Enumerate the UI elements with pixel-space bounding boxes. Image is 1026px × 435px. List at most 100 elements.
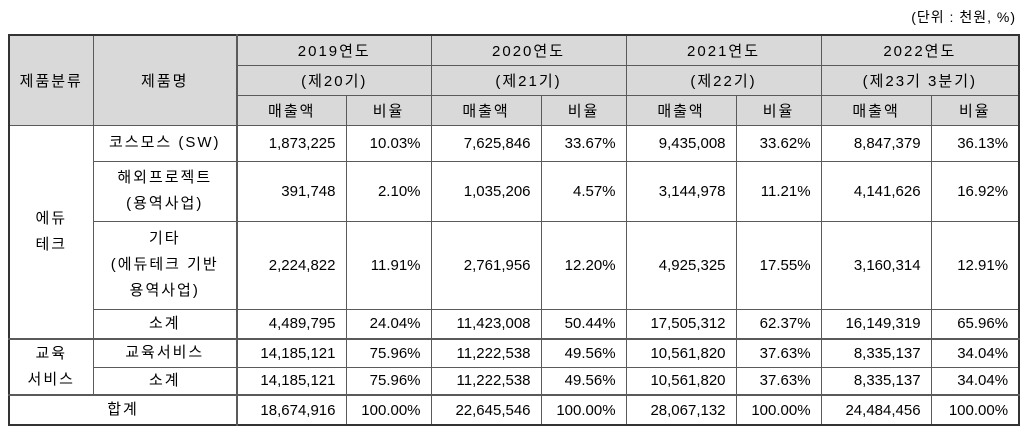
sales-value-cell: 28,067,132 xyxy=(625,394,737,426)
sales-value-cell: 14,185,121 xyxy=(236,366,347,396)
sales-value-cell: 11,423,008 xyxy=(430,308,542,340)
ratio-value-cell: 50.44% xyxy=(540,308,627,340)
header-year-2019: 2019연도 xyxy=(235,34,432,66)
ratio-value-cell: 100.00% xyxy=(930,394,1020,426)
sales-value-cell: 16,149,319 xyxy=(820,308,932,340)
table-row-cosmos: 에듀 테크 코스모스 (SW) 1,873,225 10.03% 7,625,8… xyxy=(8,124,1020,340)
ratio-value-cell: 75.96% xyxy=(345,338,432,368)
product-name-cell: 코스모스 (SW) xyxy=(92,124,238,162)
ratio-value-cell: 36.13% xyxy=(930,124,1020,162)
product-name-line: 교육서비스 xyxy=(125,344,205,362)
ratio-value-cell: 100.00% xyxy=(345,394,432,426)
header-ratio-2020: 비율 xyxy=(540,94,627,126)
sales-value-cell: 4,489,795 xyxy=(236,308,347,340)
category-line: 서비스 xyxy=(27,371,75,388)
ratio-value-cell: 37.63% xyxy=(735,338,822,368)
product-name-line: (에듀테크 기반 xyxy=(110,256,219,273)
subtotal-label: 소계 xyxy=(148,371,181,389)
sales-value-cell: 17,505,312 xyxy=(625,308,737,340)
sales-value-cell: 391,748 xyxy=(236,160,347,222)
sales-value-cell: 8,335,137 xyxy=(820,366,932,396)
ratio-value-cell: 2.10% xyxy=(345,160,432,222)
subtotal-label: 소계 xyxy=(148,314,181,332)
ratio-value-cell: 24.04% xyxy=(345,308,432,340)
ratio-value-cell: 37.63% xyxy=(735,366,822,396)
table-row-overseas-project: 해외프로젝트 (용역사업) 391,748 2.10% 1,035,206 4.… xyxy=(9,160,1020,222)
product-name-cell: 기타 (에듀테크 기반 용역사업) xyxy=(92,220,238,310)
header-sales-2019: 매출액 xyxy=(236,94,347,126)
sales-value-cell: 1,873,225 xyxy=(236,124,347,162)
sales-value-cell: 3,160,314 xyxy=(820,220,932,310)
header-year-2021: 2021연도 xyxy=(625,34,822,66)
category-cell-education-service: 교육 서비스 xyxy=(8,338,94,396)
product-name-line: (용역사업) xyxy=(126,195,204,212)
header-row-years: 제품분류 제품명 2019연도 2020연도 2021연도 2022연도 xyxy=(8,34,1020,126)
total-label-cell: 합계 xyxy=(8,394,238,426)
ratio-value-cell: 12.20% xyxy=(540,220,627,310)
sales-value-cell: 3,144,978 xyxy=(625,160,737,222)
header-sales-2022: 매출액 xyxy=(820,94,932,126)
sales-value-cell: 2,224,822 xyxy=(236,220,347,310)
ratio-value-cell: 17.55% xyxy=(735,220,822,310)
ratio-value-cell: 62.37% xyxy=(735,308,822,340)
sales-value-cell: 8,847,379 xyxy=(820,124,932,162)
sales-value-cell: 2,761,956 xyxy=(430,220,542,310)
ratio-value-cell: 33.62% xyxy=(735,124,822,162)
ratio-value-cell: 11.91% xyxy=(345,220,432,310)
product-name-line: 용역사업) xyxy=(129,282,200,299)
product-name-line: 코스모스 (SW) xyxy=(108,134,221,151)
ratio-value-cell: 34.04% xyxy=(930,366,1020,396)
category-line: 교육 xyxy=(35,345,68,362)
header-sales-2020: 매출액 xyxy=(430,94,542,126)
header-period-23: (제23기 3분기) xyxy=(820,64,1020,96)
product-name-line: 기타 xyxy=(148,230,181,247)
ratio-value-cell: 34.04% xyxy=(930,338,1020,368)
header-ratio-2022: 비율 xyxy=(930,94,1020,126)
sales-value-cell: 10,561,820 xyxy=(625,338,737,368)
header-row-periods: (제20기) (제21기) (제22기) (제23기 3분기) xyxy=(9,64,1020,96)
ratio-value-cell: 4.57% xyxy=(540,160,627,222)
sales-value-cell: 4,141,626 xyxy=(820,160,932,222)
category-line: 에듀 xyxy=(35,209,68,227)
header-period-21: (제21기) xyxy=(430,64,627,96)
ratio-value-cell: 33.67% xyxy=(540,124,627,162)
ratio-value-cell: 12.91% xyxy=(930,220,1020,310)
sales-value-cell: 24,484,456 xyxy=(820,394,932,426)
table-row-etc: 기타 (에듀테크 기반 용역사업) 2,224,822 11.91% 2,761… xyxy=(9,220,1020,310)
sales-value-cell: 11,222,538 xyxy=(430,338,542,368)
table-row-education-subtotal: 소계 14,185,121 75.96% 11,222,538 49.56% 1… xyxy=(9,366,1020,396)
ratio-value-cell: 16.92% xyxy=(930,160,1020,222)
sales-value-cell: 18,674,916 xyxy=(236,394,347,426)
header-product-category: 제품분류 xyxy=(8,34,94,126)
product-name-line: 해외프로젝트 xyxy=(117,169,213,186)
ratio-value-cell: 10.03% xyxy=(345,124,432,162)
category-line: 테크 xyxy=(35,235,68,253)
ratio-value-cell: 11.21% xyxy=(735,160,822,222)
sales-value-cell: 7,625,846 xyxy=(430,124,542,162)
sales-value-cell: 4,925,325 xyxy=(625,220,737,310)
header-period-20: (제20기) xyxy=(235,64,432,96)
sales-value-cell: 22,645,546 xyxy=(430,394,542,426)
ratio-value-cell: 100.00% xyxy=(540,394,627,426)
header-sales-2021: 매출액 xyxy=(625,94,737,126)
header-period-22: (제22기) xyxy=(625,64,822,96)
subtotal-label-cell: 소계 xyxy=(92,366,238,396)
sales-value-cell: 9,435,008 xyxy=(625,124,737,162)
sales-value-cell: 10,561,820 xyxy=(625,366,737,396)
header-ratio-2019: 비율 xyxy=(345,94,432,126)
sales-value-cell: 1,035,206 xyxy=(430,160,542,222)
product-name-cell: 해외프로젝트 (용역사업) xyxy=(92,160,238,222)
table-row-edutech-subtotal: 소계 4,489,795 24.04% 11,423,008 50.44% 17… xyxy=(9,308,1020,340)
header-year-2022: 2022연도 xyxy=(820,34,1020,66)
header-ratio-2021: 비율 xyxy=(735,94,822,126)
table-row-total: 합계 18,674,916 100.00% 22,645,546 100.00%… xyxy=(8,394,1020,426)
ratio-value-cell: 65.96% xyxy=(930,308,1020,340)
ratio-value-cell: 49.56% xyxy=(540,366,627,396)
category-cell-edutech: 에듀 테크 xyxy=(8,124,94,340)
sales-value-cell: 8,335,137 xyxy=(820,338,932,368)
sales-value-cell: 11,222,538 xyxy=(430,366,542,396)
revenue-table: 제품분류 제품명 2019연도 2020연도 2021연도 2022연도 (제2… xyxy=(8,34,1021,426)
table-row-education-service: 교육 서비스 교육서비스 14,185,121 75.96% 11,222,53… xyxy=(8,338,1020,396)
ratio-value-cell: 75.96% xyxy=(345,366,432,396)
product-name-cell: 교육서비스 xyxy=(92,338,238,368)
